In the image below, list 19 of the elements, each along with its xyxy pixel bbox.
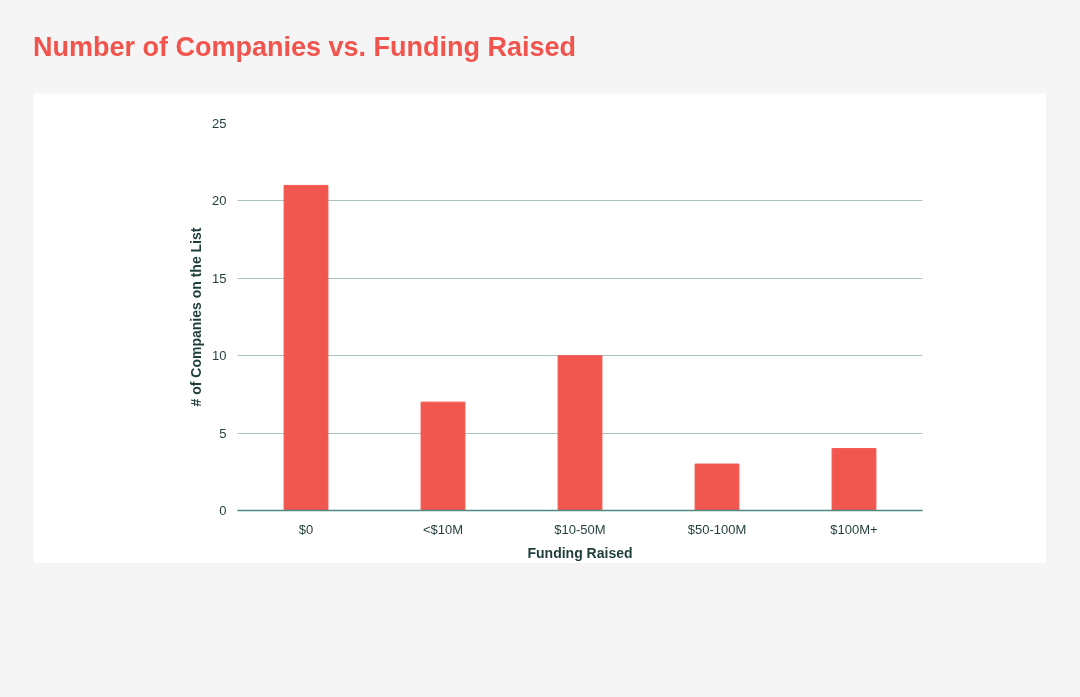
chart-title: Number of Companies vs. Funding Raised <box>33 31 577 64</box>
x-tick-label: $10-50M <box>554 521 606 537</box>
bar <box>283 184 329 511</box>
x-tick-label: $0 <box>298 521 314 537</box>
y-tick-label: 0 <box>219 503 227 518</box>
x-tick-label: $50-100M <box>687 521 747 537</box>
bar <box>831 448 877 511</box>
bar <box>557 355 603 511</box>
bar <box>420 401 466 511</box>
y-tick-label: 15 <box>212 270 227 286</box>
x-tick-label: <$10M <box>422 521 464 537</box>
x-tick-label: $100M+ <box>830 521 878 537</box>
y-tick-label: 20 <box>212 193 227 209</box>
x-axis-title: Funding Raised <box>527 544 633 561</box>
y-tick-label: 25 <box>212 116 227 131</box>
y-axis-title: # of Companies on the List <box>188 227 205 407</box>
y-tick-label: 10 <box>212 348 227 364</box>
y-tick-label: 5 <box>219 425 227 441</box>
bar <box>694 463 740 511</box>
